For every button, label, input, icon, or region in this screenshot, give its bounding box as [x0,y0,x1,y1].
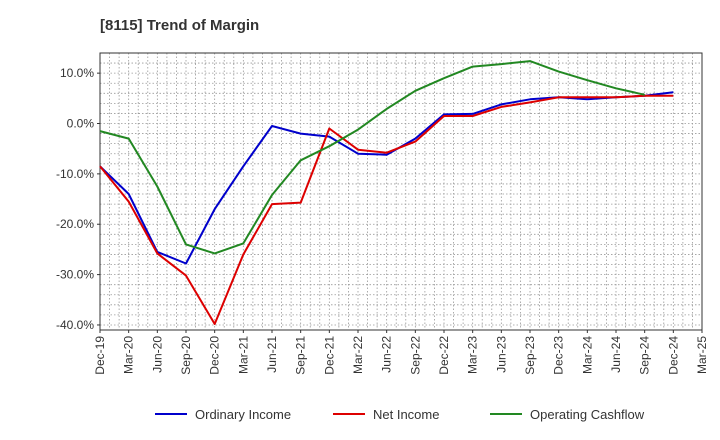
x-tick-label: Dec-24 [666,336,680,375]
y-tick-label: 10.0% [60,66,94,80]
series-lines [99,60,674,325]
legend: Ordinary Income Net Income Operating Cashf… [155,407,645,422]
x-tick-label: Mar-23 [466,336,480,374]
x-tick-label: Mar-21 [236,336,250,374]
y-tick-label: 0.0% [67,117,95,131]
x-tick-label: Mar-24 [580,336,594,374]
plot-area [100,53,702,330]
series-line-net-income [99,94,674,325]
x-tick-label: Sep-21 [294,336,308,375]
x-tick-label: Dec-22 [437,336,451,375]
y-axis-tick-labels: 10.0% 0.0% -10.0% -20.0% -30.0% -40.0% [56,66,100,332]
series-line-operating-cashflow [99,60,645,255]
x-tick-label: Jun-20 [150,336,164,373]
x-tick-label: Dec-20 [208,336,222,375]
x-tick-label: Jun-24 [609,336,623,373]
x-tick-label: Sep-20 [179,336,193,375]
x-tick-label: Jun-22 [380,336,394,373]
horizontal-gridlines [100,62,702,326]
x-tick-label: Sep-23 [523,336,537,375]
x-tick-label: Sep-24 [638,336,652,375]
y-tick-label: -30.0% [56,268,94,282]
x-tick-label: Sep-22 [408,336,422,375]
x-tick-label: Jun-23 [494,336,508,373]
x-tick-label: Jun-21 [265,336,279,373]
y-tick-label: -10.0% [56,167,94,181]
x-tick-label: Dec-21 [322,336,336,375]
x-axis-tick-labels: Dec-19 Mar-20 Jun-20 Sep-20 Dec-20 Mar-21 Jun-… [93,330,709,375]
x-tick-label: Dec-19 [93,336,107,375]
x-tick-label: Mar-25 [695,336,709,374]
x-tick-label: Mar-20 [122,336,136,374]
plot-border [99,52,703,331]
legend-label: Operating Cashflow [530,407,645,422]
y-tick-label: -20.0% [56,217,94,231]
chart-title: [8115] Trend of Margin [100,17,259,34]
series-line-ordinary-income [99,91,674,265]
x-tick-label: Dec-23 [552,336,566,375]
x-tick-label: Mar-22 [351,336,365,374]
y-tick-label: -40.0% [56,318,94,332]
legend-label: Ordinary Income [195,407,291,422]
legend-label: Net Income [373,407,439,422]
